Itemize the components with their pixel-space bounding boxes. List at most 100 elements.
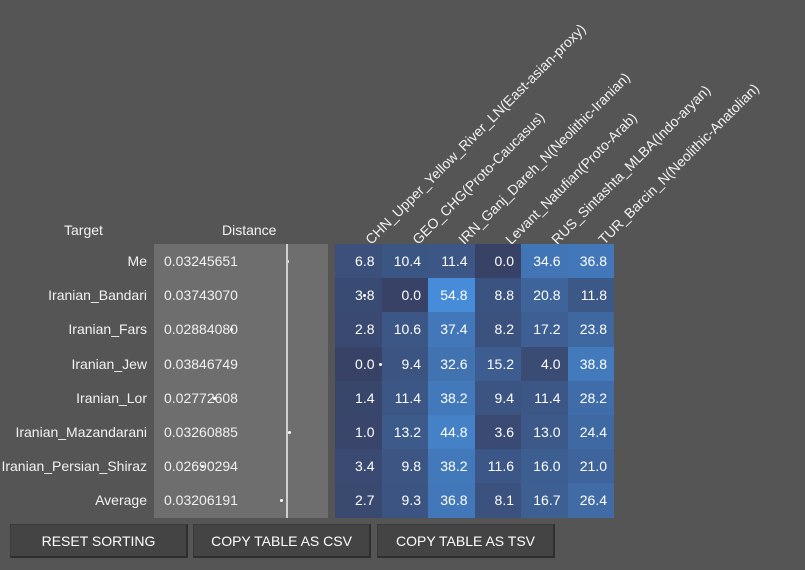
distance-marker <box>201 465 204 469</box>
ancestry-value-cell: 13.2 <box>381 414 428 450</box>
ancestry-value-cell: 8.1 <box>474 483 521 518</box>
spacer <box>328 415 335 449</box>
row-distance-cell: 0.02690294 <box>154 449 328 484</box>
spacer <box>328 483 335 517</box>
copy-tsv-button[interactable]: COPY TABLE AS TSV <box>377 524 555 558</box>
row-target-name: Iranian_Persian_Shiraz <box>1 458 147 475</box>
ancestry-value-cell: 15.2 <box>474 346 521 381</box>
table-row: Average 0.03206191 2.7 9.3 36.8 8.1 16.7 26.4 <box>0 483 614 518</box>
row-target-name: Average <box>95 492 147 509</box>
ancestry-value-cell: 0.0 <box>381 278 428 313</box>
spacer <box>328 347 335 381</box>
distance-marker <box>288 431 291 435</box>
ancestry-value-cell: 38.8 <box>567 346 614 381</box>
table-row: Iranian_Lor 0.02772608 1.4 11.4 38.2 9.4 11.4 2… <box>0 380 614 415</box>
spacer <box>328 312 335 346</box>
ancestry-value-cell: 10.4 <box>381 244 428 279</box>
ancestry-value-cell: 44.8 <box>428 414 475 450</box>
ancestry-value-cell: 17.2 <box>521 312 568 347</box>
table-row: Iranian_Jew 0.03846749 0.0 9.4 32.6 15.2 4.0 38… <box>0 346 614 381</box>
spacer <box>328 449 335 483</box>
row-distance-value: 0.02884080 <box>164 321 238 338</box>
ancestry-value-cell: 3.8 <box>335 278 382 313</box>
ancestry-value-cell: 9.8 <box>381 449 428 484</box>
row-distance-value: 0.03206191 <box>164 492 238 509</box>
row-target-name: Iranian_Jew <box>71 355 148 372</box>
ancestry-value-cell: 8.8 <box>474 278 521 313</box>
ancestry-value-cell: 32.6 <box>428 346 475 381</box>
ancestry-value-cell: 38.2 <box>428 380 475 415</box>
ancestry-value-cell: 9.4 <box>474 380 521 415</box>
row-distance-cell: 0.03260885 <box>154 414 328 450</box>
ancestry-value-cell: 11.8 <box>567 278 614 313</box>
spacer <box>328 278 335 312</box>
ancestry-value-cell: 20.8 <box>521 278 568 313</box>
ancestry-value-cell: 11.6 <box>474 449 521 484</box>
row-distance-value: 0.03260885 <box>164 424 238 441</box>
ancestry-value-cell: 10.6 <box>381 312 428 347</box>
ancestry-value-cell: 34.6 <box>521 244 568 279</box>
ancestry-value-cell: 9.3 <box>381 483 428 518</box>
ancestry-value-cell: 1.4 <box>335 380 382 415</box>
column-header-irn[interactable]: IRN_Ganj_Dareh_N(Neolithic-Iranian) <box>455 69 634 248</box>
distance-marker <box>213 396 216 400</box>
ancestry-value-cell: 11.4 <box>428 244 475 279</box>
row-target-name: Me <box>127 253 147 270</box>
copy-csv-button[interactable]: COPY TABLE AS CSV <box>193 524 371 558</box>
table-row: Iranian_Bandari 0.03743070 3.8 0.0 54.8 8.8 20… <box>0 278 614 313</box>
ancestry-value-cell: 24.4 <box>567 414 614 450</box>
table-row: Iranian_Mazandarani 0.03260885 1.0 13.2 44.8… <box>0 414 614 450</box>
ancestry-value-cell: 36.8 <box>428 483 475 518</box>
column-header-chn[interactable]: CHN_Upper_Yellow_River_LN(East-asian-pro… <box>362 20 589 248</box>
ancestry-value-cell: 1.0 <box>335 414 382 450</box>
ancestry-value-cell: 23.8 <box>567 312 614 347</box>
row-distance-cell: 0.03206191 <box>154 483 328 518</box>
ancestry-value-cell: 54.8 <box>428 278 475 313</box>
table-row: Me 0.03245651 6.8 10.4 11.4 0.0 34.6 36.8 <box>0 244 614 279</box>
row-target-name: Iranian_Mazandarani <box>15 424 147 441</box>
reset-sorting-button[interactable]: RESET SORTING <box>10 524 188 558</box>
row-distance-value: 0.03846749 <box>164 355 238 372</box>
row-target-name: Iranian_Lor <box>76 389 147 406</box>
row-distance-cell: 0.03743070 <box>154 278 366 313</box>
row-distance-cell: 0.03846749 <box>154 346 382 381</box>
table-row: Iranian_Fars 0.02884080 2.8 10.6 37.4 8.2 17.2… <box>0 312 614 347</box>
ancestry-value-cell: 26.4 <box>567 483 614 518</box>
target-column-header[interactable]: Target <box>64 222 103 238</box>
average-distance-line <box>286 244 288 518</box>
spacer <box>328 381 335 415</box>
ancestry-value-cell: 28.2 <box>567 380 614 415</box>
row-distance-value: 0.03743070 <box>164 287 238 304</box>
row-distance-cell: 0.02772608 <box>154 380 328 415</box>
ancestry-value-cell: 36.8 <box>567 244 614 279</box>
ancestry-value-cell: 9.4 <box>381 346 428 381</box>
distance-marker <box>363 294 366 298</box>
ancestry-value-cell: 37.4 <box>428 312 475 347</box>
ancestry-value-cell: 0.0 <box>474 244 521 279</box>
ancestry-value-cell: 38.2 <box>428 449 475 484</box>
distance-marker <box>379 362 382 366</box>
distance-column-header[interactable]: Distance <box>222 222 277 238</box>
ancestry-value-cell: 2.8 <box>335 312 382 347</box>
ancestry-value-cell: 11.4 <box>521 380 568 415</box>
ancestry-value-cell: 11.4 <box>381 380 428 415</box>
ancestry-value-cell: 16.7 <box>521 483 568 518</box>
ancestry-value-cell: 3.6 <box>474 414 521 450</box>
ancestry-value-cell: 2.7 <box>335 483 382 518</box>
ancestry-value-cell: 16.0 <box>521 449 568 484</box>
distance-marker <box>280 499 283 503</box>
ancestry-value-cell: 21.0 <box>567 449 614 484</box>
results-table: Me 0.03245651 6.8 10.4 11.4 0.0 34.6 36.8 Irania… <box>0 244 614 518</box>
row-target-name: Iranian_Fars <box>68 321 147 338</box>
row-distance-value: 0.02772608 <box>164 389 238 406</box>
distance-marker <box>230 328 233 332</box>
ancestry-value-cell: 3.4 <box>335 449 382 484</box>
ancestry-value-cell: 0.0 <box>335 346 382 381</box>
row-distance-cell: 0.02884080 <box>154 312 328 347</box>
table-row: Iranian_Persian_Shiraz 0.02690294 3.4 9.8 38… <box>0 449 614 484</box>
spacer <box>328 244 335 278</box>
ancestry-value-cell: 4.0 <box>521 346 568 381</box>
row-distance-value: 0.02690294 <box>164 458 238 475</box>
row-distance-value: 0.03245651 <box>164 253 238 270</box>
ancestry-value-cell: 6.8 <box>335 244 382 279</box>
